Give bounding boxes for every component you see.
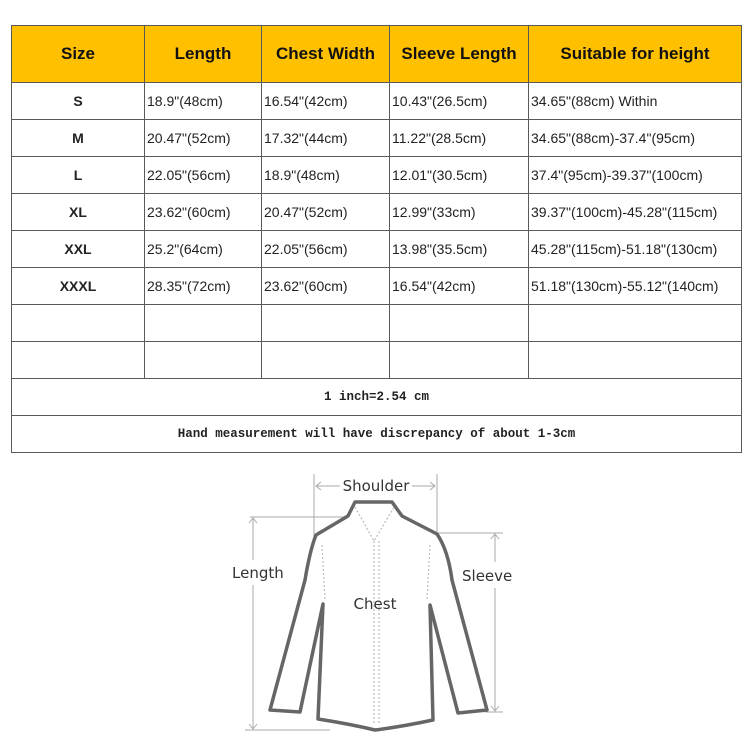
table-cell: [261, 304, 390, 342]
length-label: Length: [232, 564, 284, 582]
table-row: XXXL 28.35"(72cm) 23.62"(60cm) 16.54"(42cm)…: [11, 267, 742, 305]
table-cell: 11.22"(28.5cm): [389, 119, 529, 157]
table-cell: 12.99"(33cm): [389, 193, 529, 231]
note-row: 1 inch=2.54 cm: [11, 378, 742, 416]
table-cell: 22.05"(56cm): [261, 230, 390, 268]
table-cell: 25.2"(64cm): [144, 230, 262, 268]
table-cell: [389, 304, 529, 342]
table-cell: 18.9"(48cm): [261, 156, 390, 194]
shirt-outline: [268, 500, 489, 732]
column-header: Suitable for height: [528, 25, 742, 83]
table-cell: 16.54"(42cm): [389, 267, 529, 305]
shoulder-label: Shoulder: [343, 477, 411, 495]
header-row: Size Length Chest Width Sleeve Length Suitab…: [11, 25, 742, 83]
column-header: Sleeve Length: [389, 25, 529, 83]
table-cell: 34.65"(88cm)-37.4"(95cm): [528, 119, 742, 157]
table-cell: 17.32"(44cm): [261, 119, 390, 157]
table-cell: 20.47"(52cm): [144, 119, 262, 157]
size-cell: XXXL: [11, 267, 145, 305]
table-cell: 16.54"(42cm): [261, 82, 390, 120]
chest-label: Chest: [354, 595, 397, 613]
note-row: Hand measurement will have discrepancy o…: [11, 415, 742, 453]
table-row: [11, 304, 742, 342]
table-cell: 22.05"(56cm): [144, 156, 262, 194]
table-cell: 10.43"(26.5cm): [389, 82, 529, 120]
table-row: XXL 25.2"(64cm) 22.05"(56cm) 13.98"(35.5cm)…: [11, 230, 742, 268]
sleeve-label: Sleeve: [462, 567, 512, 585]
table-cell: 13.98"(35.5cm): [389, 230, 529, 268]
column-header: Size: [11, 25, 145, 83]
table-cell: 51.18"(130cm)-55.12"(140cm): [528, 267, 742, 305]
table-cell: 34.65"(88cm) Within: [528, 82, 742, 120]
table-cell: 23.62"(60cm): [261, 267, 390, 305]
size-chart-table: Size Length Chest Width Sleeve Length Suitab…: [11, 25, 742, 453]
table-cell: 39.37"(100cm)-45.28"(115cm): [528, 193, 742, 231]
table-cell: 37.4"(95cm)-39.37"(100cm): [528, 156, 742, 194]
